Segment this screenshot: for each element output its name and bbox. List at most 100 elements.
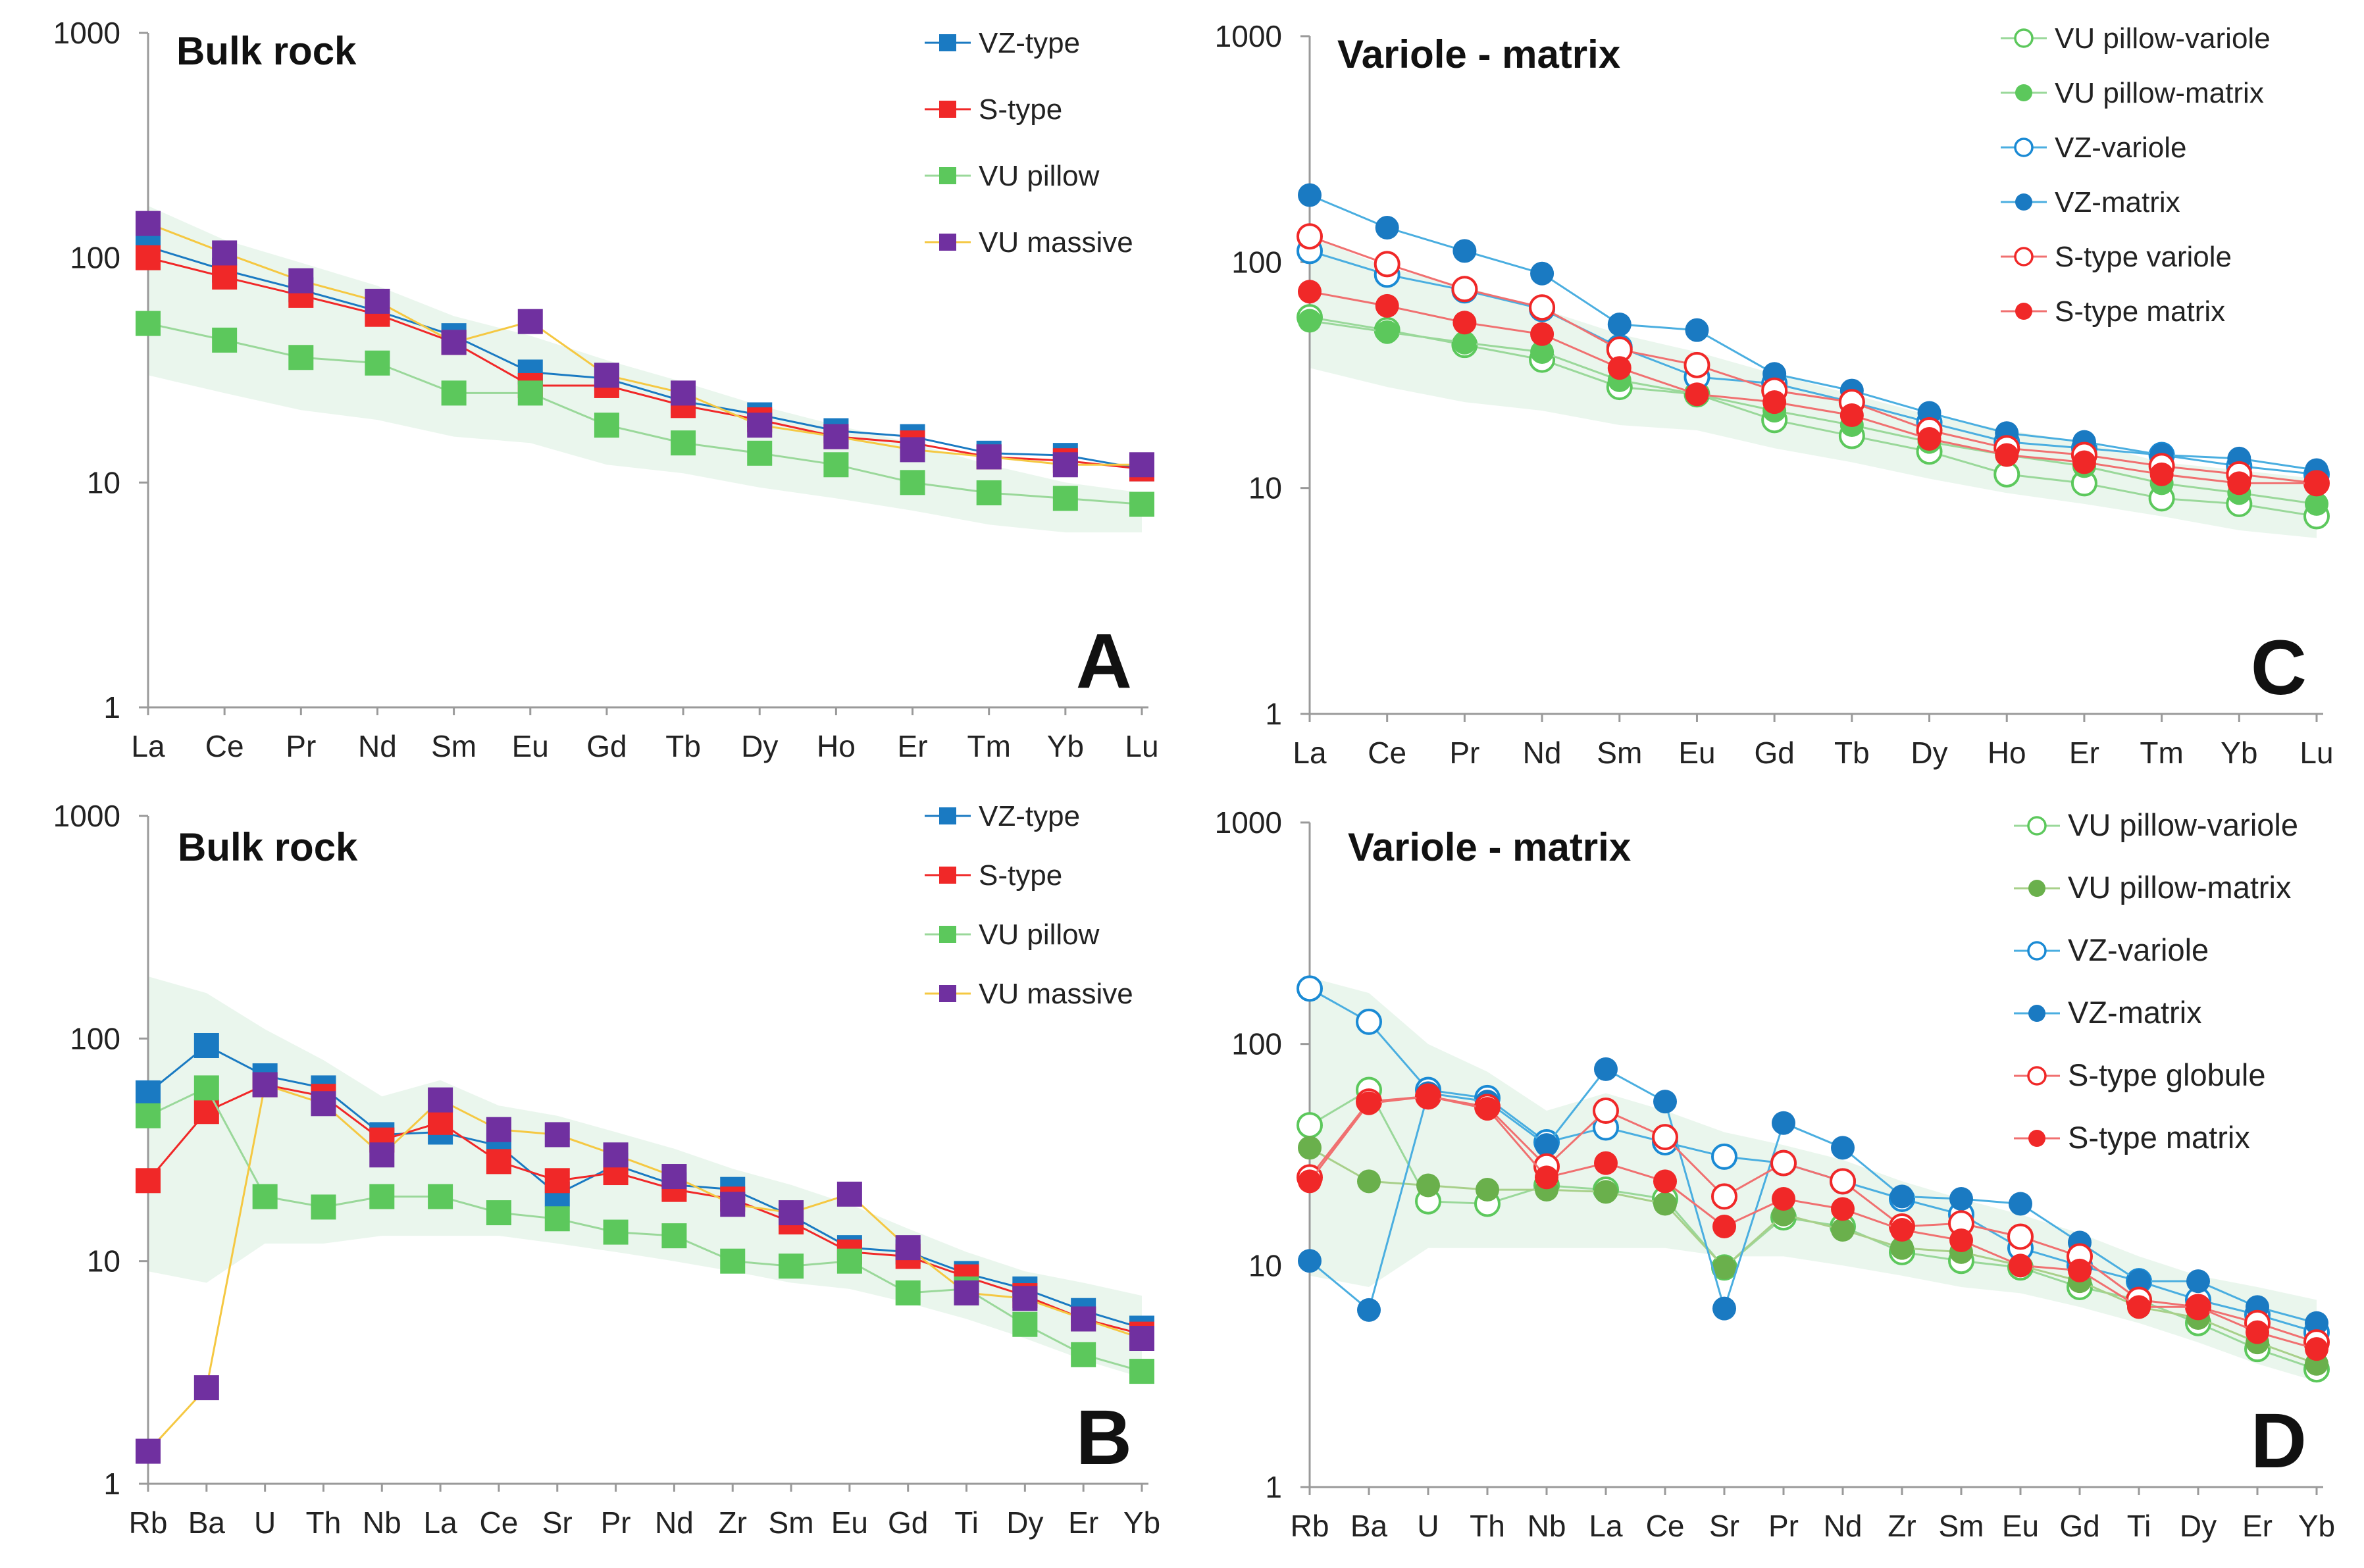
data-point[interactable] (1594, 1180, 1618, 1204)
data-point[interactable] (1593, 1098, 1619, 1125)
data-point[interactable] (1683, 351, 1710, 378)
data-point[interactable] (661, 1223, 687, 1249)
legend-item[interactable]: VU pillow (925, 160, 1100, 192)
data-point[interactable] (1530, 340, 1555, 364)
data-point[interactable] (603, 1219, 629, 1245)
data-point[interactable] (365, 350, 390, 376)
data-point[interactable] (1594, 1057, 1618, 1081)
data-point[interactable] (2068, 1258, 2092, 1282)
data-point[interactable] (441, 380, 467, 406)
data-point[interactable] (311, 1091, 336, 1117)
data-point[interactable] (1298, 1249, 1322, 1273)
data-point[interactable] (1357, 1091, 1381, 1115)
data-point[interactable] (1416, 1173, 1440, 1198)
data-point[interactable] (2305, 1311, 2328, 1335)
data-point[interactable] (1530, 322, 1555, 346)
data-point[interactable] (1712, 1296, 1736, 1321)
data-point[interactable] (1071, 1306, 1096, 1332)
data-point[interactable] (1890, 1218, 1914, 1242)
data-point[interactable] (1839, 403, 1864, 428)
legend-item[interactable]: S-type matrix (2014, 1120, 2250, 1155)
data-point[interactable] (954, 1280, 979, 1305)
data-point[interactable] (193, 1032, 219, 1058)
data-point[interactable] (1772, 1186, 1795, 1211)
data-point[interactable] (1535, 1165, 1558, 1190)
data-point[interactable] (428, 1109, 453, 1135)
data-point[interactable] (486, 1200, 511, 1226)
data-point[interactable] (976, 480, 1002, 505)
data-point[interactable] (779, 1200, 804, 1226)
data-point[interactable] (486, 1117, 511, 1142)
data-point[interactable] (1607, 356, 1632, 380)
data-point[interactable] (1830, 1168, 1856, 1195)
data-point[interactable] (671, 380, 696, 406)
data-point[interactable] (1762, 390, 1787, 415)
data-point[interactable] (823, 424, 849, 449)
data-point[interactable] (369, 1142, 395, 1168)
data-point[interactable] (1416, 1084, 1440, 1109)
data-point[interactable] (1297, 975, 1323, 1002)
data-point[interactable] (1452, 330, 1477, 355)
data-point[interactable] (1653, 1169, 1677, 1194)
data-point[interactable] (900, 470, 925, 495)
data-point[interactable] (1529, 294, 1556, 321)
data-point[interactable] (1357, 1298, 1381, 1322)
data-point[interactable] (2305, 471, 2328, 495)
data-point[interactable] (1298, 1136, 1322, 1160)
legend-item[interactable]: VZ-type (925, 800, 1080, 832)
data-point[interactable] (2227, 471, 2251, 495)
data-point[interactable] (594, 363, 619, 388)
data-point[interactable] (1831, 1197, 1855, 1221)
data-point[interactable] (136, 245, 161, 270)
data-point[interactable] (1298, 280, 1322, 304)
data-point[interactable] (212, 327, 238, 353)
data-point[interactable] (1594, 1151, 1618, 1175)
data-point[interactable] (1476, 1178, 1499, 1202)
data-point[interactable] (1375, 320, 1399, 344)
data-point[interactable] (288, 345, 314, 370)
data-point[interactable] (428, 1087, 453, 1113)
data-point[interactable] (136, 211, 161, 236)
data-point[interactable] (1052, 486, 1078, 511)
data-point[interactable] (661, 1164, 687, 1190)
data-point[interactable] (1476, 1097, 1499, 1121)
data-point[interactable] (2186, 1269, 2210, 1294)
legend-item[interactable]: S-type (925, 859, 1062, 892)
data-point[interactable] (1012, 1311, 1038, 1337)
data-point[interactable] (2009, 1253, 2032, 1278)
data-point[interactable] (2009, 1192, 2032, 1216)
data-point[interactable] (895, 1280, 921, 1305)
legend-item[interactable]: VU pillow-variole (2001, 22, 2271, 55)
data-point[interactable] (900, 437, 925, 463)
data-point[interactable] (1375, 216, 1399, 240)
data-point[interactable] (836, 1181, 862, 1207)
data-point[interactable] (2246, 1320, 2269, 1344)
data-point[interactable] (486, 1149, 511, 1175)
legend-item[interactable]: S-type matrix (2001, 295, 2225, 328)
data-point[interactable] (288, 268, 314, 293)
data-point[interactable] (1831, 1136, 1855, 1160)
data-point[interactable] (1452, 239, 1477, 263)
legend-item[interactable]: VU massive (925, 226, 1133, 259)
legend-item[interactable]: VZ-type (925, 27, 1080, 59)
data-point[interactable] (1949, 1228, 1973, 1252)
data-point[interactable] (1772, 1111, 1795, 1135)
data-point[interactable] (1685, 318, 1709, 342)
legend-item[interactable]: VZ-variole (2001, 132, 2187, 164)
data-point[interactable] (2186, 1295, 2210, 1319)
data-point[interactable] (517, 309, 543, 334)
data-point[interactable] (311, 1194, 336, 1220)
data-point[interactable] (252, 1072, 278, 1098)
data-point[interactable] (1949, 1186, 1973, 1211)
data-point[interactable] (747, 413, 773, 438)
data-point[interactable] (2072, 450, 2096, 474)
legend-item[interactable]: VU pillow (925, 919, 1100, 951)
data-point[interactable] (1012, 1286, 1038, 1311)
data-point[interactable] (1452, 311, 1477, 335)
data-point[interactable] (671, 430, 696, 456)
data-point[interactable] (1652, 1124, 1678, 1151)
data-point[interactable] (603, 1142, 629, 1168)
data-point[interactable] (1129, 452, 1154, 478)
data-point[interactable] (544, 1206, 570, 1232)
data-point[interactable] (1357, 1169, 1381, 1194)
